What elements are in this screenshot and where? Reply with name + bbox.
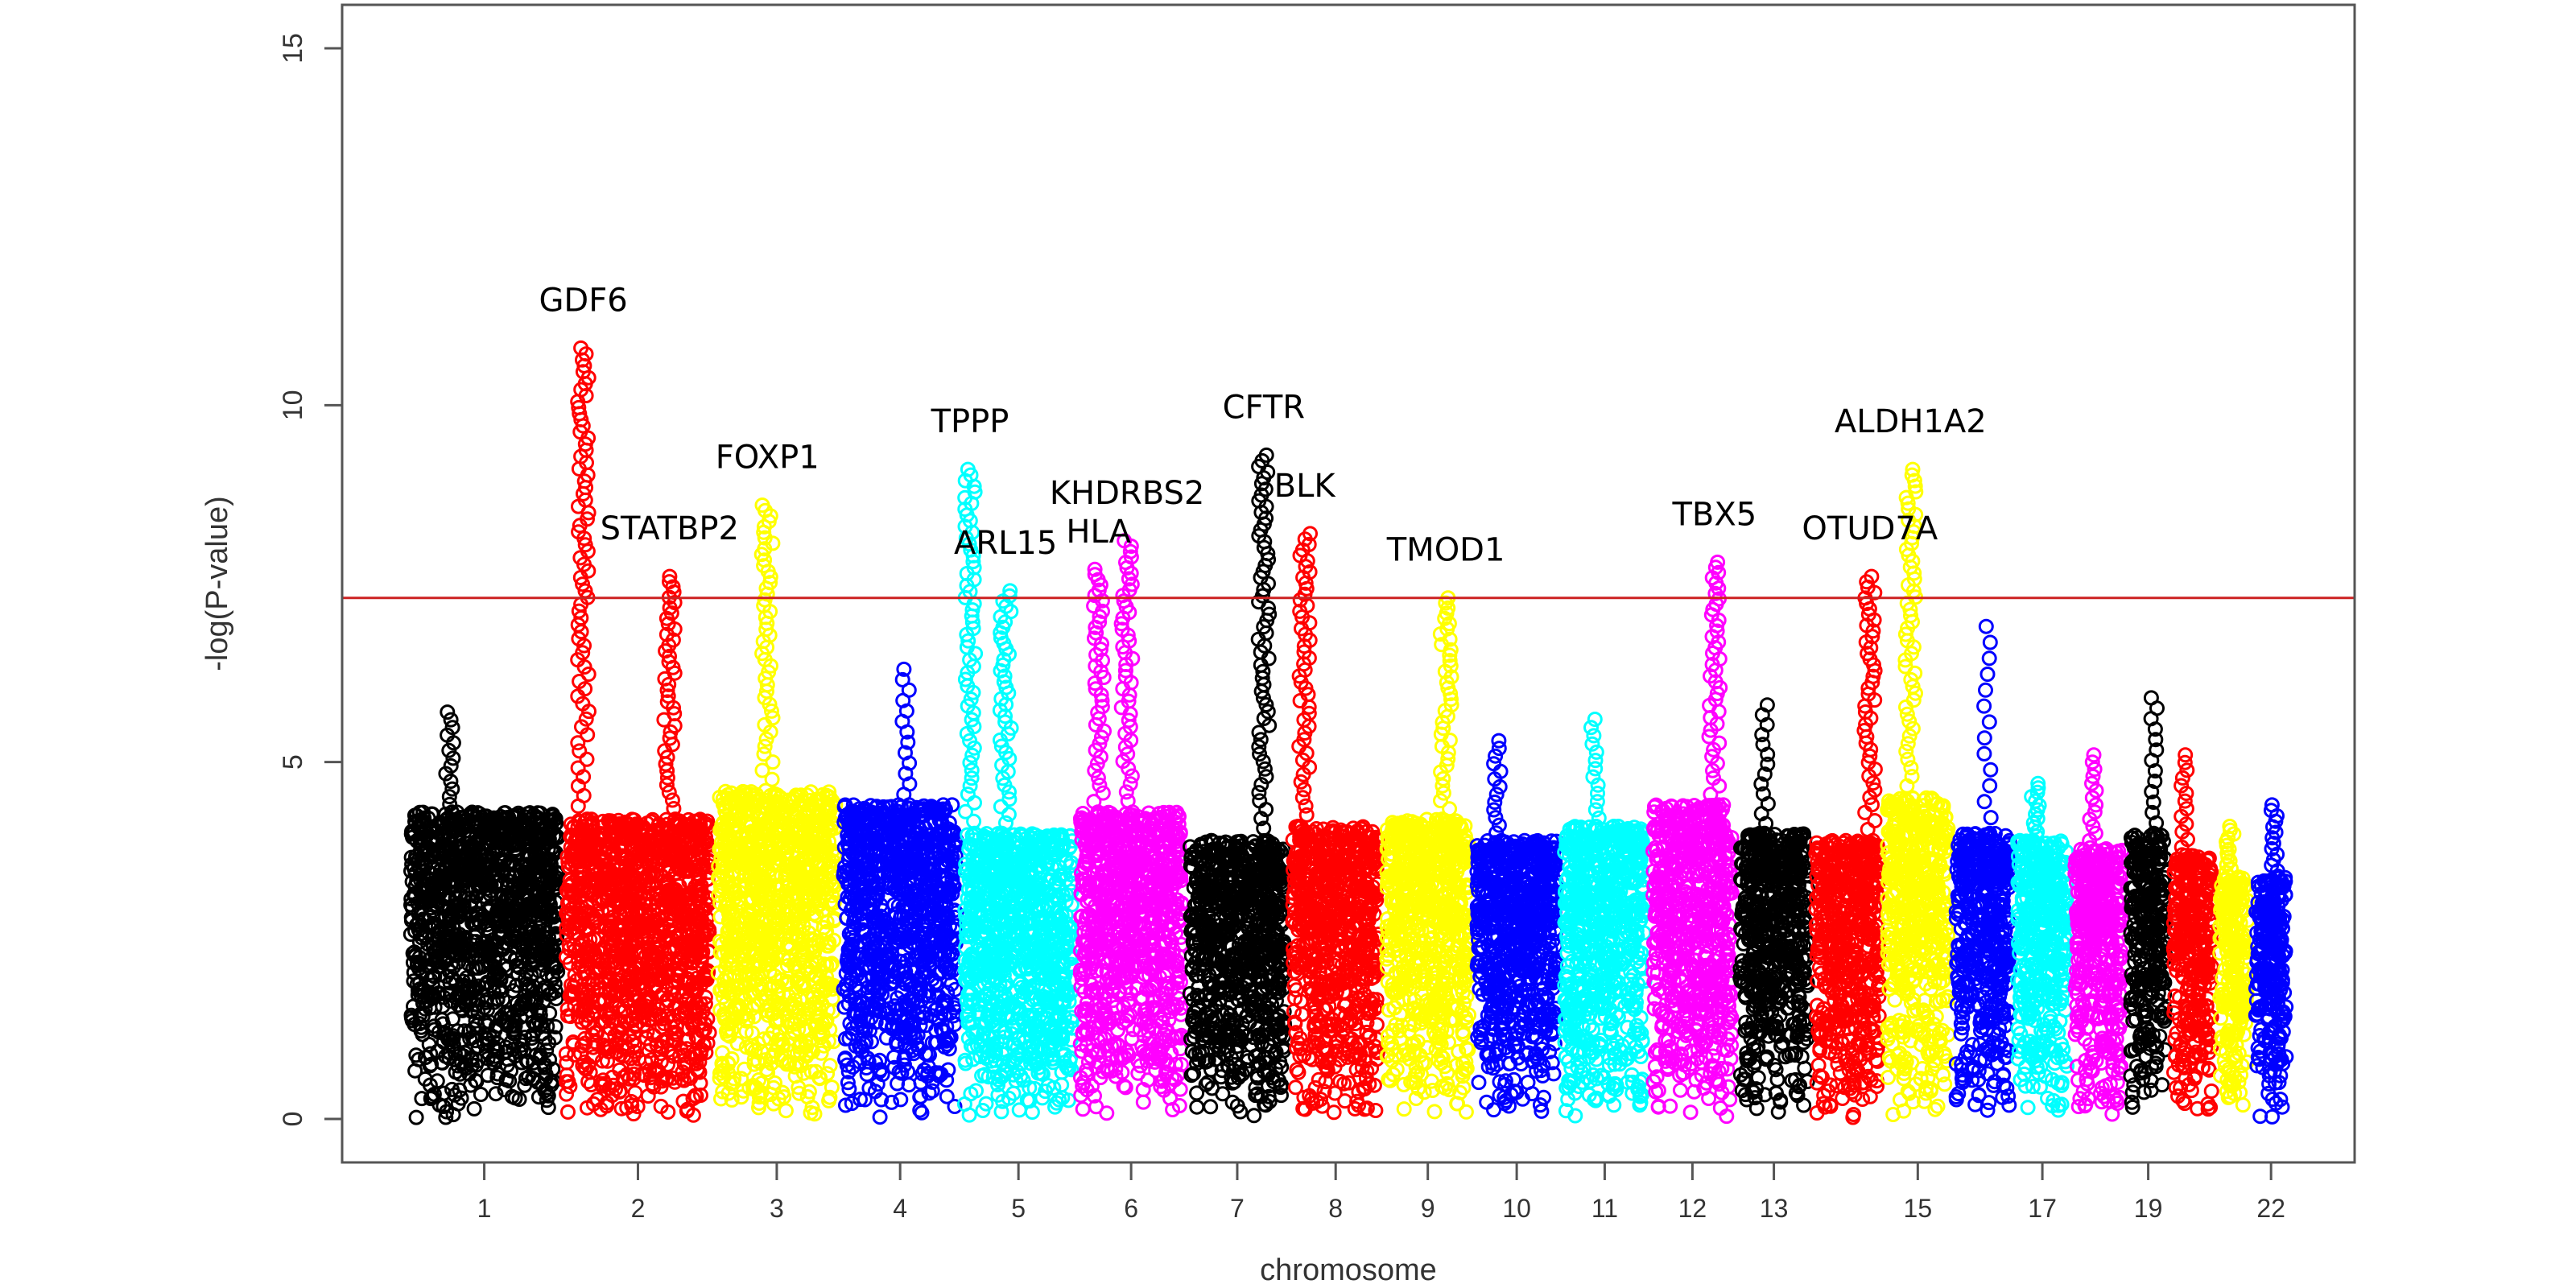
snp-point	[445, 1037, 461, 1053]
snp-point	[422, 951, 438, 967]
snp-point	[403, 1007, 419, 1023]
snp-point	[489, 1043, 506, 1059]
snp-point	[421, 1037, 437, 1052]
snp-point	[450, 1096, 466, 1112]
snp-point	[435, 879, 450, 895]
snp-point	[477, 865, 493, 881]
snp-point	[526, 807, 542, 823]
snp-point	[506, 1026, 522, 1042]
snp-point	[488, 1042, 504, 1058]
snp-point	[542, 1051, 558, 1067]
snp-point	[452, 988, 468, 1004]
snp-point	[452, 886, 468, 902]
snp-point	[407, 878, 423, 894]
snp-point	[547, 1019, 564, 1034]
snp-point	[530, 1089, 547, 1105]
snp-point	[423, 854, 439, 870]
snp-point	[507, 1048, 523, 1064]
snp-point	[465, 960, 481, 976]
snp-point	[528, 1017, 544, 1033]
snp-point	[418, 890, 434, 906]
snp-point	[504, 1088, 520, 1104]
snp-point	[525, 1014, 541, 1030]
snp-point	[423, 1056, 440, 1072]
snp-point	[464, 1030, 481, 1046]
snp-point	[530, 1074, 546, 1090]
snp-point	[473, 1087, 489, 1102]
snp-point	[437, 899, 453, 915]
snp-point	[527, 835, 543, 851]
snp-point	[429, 1073, 445, 1089]
snp-point	[466, 1100, 482, 1117]
snp-point	[407, 1063, 423, 1079]
snp-point	[460, 979, 477, 995]
snp-point	[414, 1091, 430, 1107]
snp-point	[538, 1070, 554, 1086]
snp-point	[430, 985, 446, 1001]
snp-point	[438, 1048, 453, 1064]
snp-point	[413, 1023, 429, 1039]
snp-point	[431, 1097, 448, 1113]
snp-point	[470, 1053, 486, 1069]
snp-point	[502, 948, 518, 964]
snp-point	[488, 1086, 504, 1102]
snp-point	[537, 1059, 552, 1075]
snp-point	[481, 938, 497, 954]
snp-point	[468, 1072, 484, 1088]
snp-point	[519, 806, 535, 822]
snp-point	[432, 939, 448, 955]
snp-point	[491, 819, 507, 835]
snp-point	[447, 866, 463, 881]
snp-point	[500, 1051, 516, 1067]
snp-point	[450, 997, 466, 1013]
snp-point	[517, 921, 533, 937]
snp-point	[511, 1092, 527, 1107]
snp-point	[541, 1035, 557, 1051]
snp-point	[444, 840, 460, 857]
snp-point	[542, 1005, 558, 1021]
chromosome-1-points	[402, 704, 566, 1125]
snp-point	[414, 826, 430, 842]
snp-point	[431, 1024, 447, 1040]
snp-point	[427, 999, 443, 1015]
snp-point	[479, 992, 494, 1008]
snp-point	[537, 1030, 553, 1046]
snp-point	[497, 852, 513, 869]
snp-point	[480, 1067, 496, 1084]
snp-point	[445, 1030, 461, 1046]
snp-point	[498, 890, 514, 906]
snp-point	[450, 933, 466, 949]
snp-point	[499, 1057, 515, 1073]
snp-point	[466, 839, 482, 854]
snp-point	[543, 812, 559, 828]
snp-point	[509, 977, 525, 993]
snp-point	[449, 928, 465, 944]
data-points	[402, 340, 2294, 1125]
snp-point	[408, 1109, 424, 1125]
snp-point	[534, 1017, 549, 1032]
snp-point	[444, 1081, 460, 1097]
snp-point	[513, 908, 529, 923]
snp-point	[483, 978, 499, 994]
snp-point	[468, 981, 484, 997]
snp-point	[507, 820, 523, 836]
snp-point	[502, 910, 518, 926]
snp-point	[491, 910, 506, 927]
snp-point	[540, 1100, 556, 1116]
snp-point	[538, 909, 554, 925]
snp-point	[431, 959, 447, 975]
snp-point	[436, 832, 451, 848]
snp-point	[470, 1004, 486, 1020]
snp-point	[503, 926, 519, 942]
snp-point	[438, 1109, 454, 1125]
snp-point	[529, 827, 544, 843]
snp-point	[480, 1051, 496, 1067]
snp-point	[495, 992, 511, 1008]
snp-point	[463, 1077, 479, 1093]
snp-point	[546, 956, 562, 972]
snp-point	[489, 1070, 506, 1086]
snp-point	[539, 1085, 555, 1101]
snp-point	[518, 964, 535, 980]
